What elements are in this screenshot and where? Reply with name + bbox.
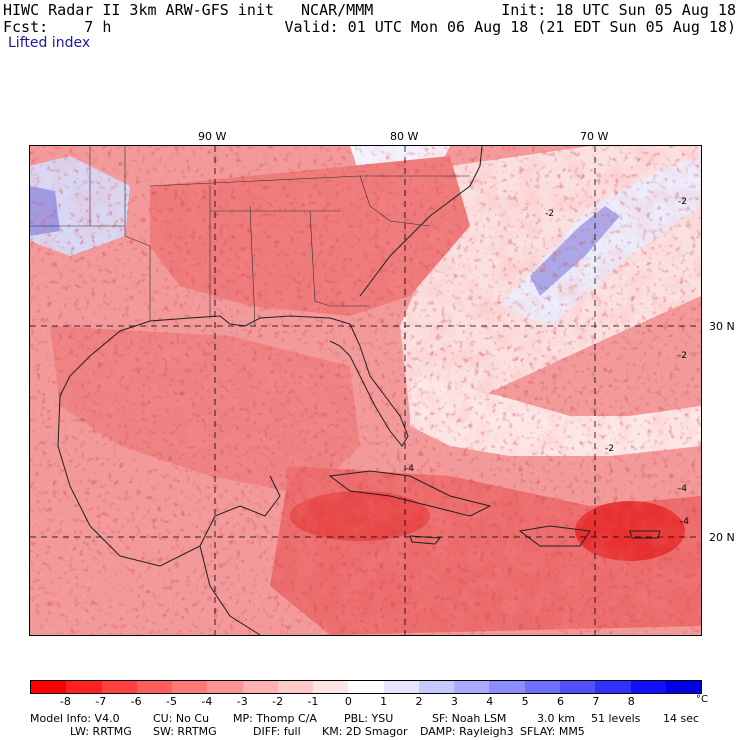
border-7	[359, 175, 431, 227]
colorbar-tick-label: 4	[486, 695, 494, 708]
colorbar-swatch	[242, 681, 278, 693]
hispaniola-outline	[518, 525, 591, 547]
colorbar-tick-label: 2	[415, 695, 423, 708]
colorbar-swatch	[454, 681, 490, 693]
colorbar-swatch	[277, 681, 314, 693]
footer-sf: SF: Noah LSM	[432, 712, 507, 725]
lat-label-20n: 20 N	[709, 531, 735, 544]
colorbar-tick-label: 3	[450, 695, 458, 708]
colorbar-tick-label: -1	[307, 695, 319, 708]
colorbar-swatch	[31, 681, 67, 693]
contour-label: -4	[680, 517, 689, 527]
graticule	[30, 146, 701, 635]
colorbar-swatch	[595, 681, 631, 693]
contour-label: -4	[678, 484, 687, 494]
contour-label: -2	[605, 444, 614, 454]
colorbar-swatch	[383, 681, 419, 693]
footer-model-info: Model Info: V4.0	[30, 712, 120, 725]
footer-km: KM: 2D Smagor	[322, 725, 408, 738]
colorbar-tick-label: 5	[521, 695, 529, 708]
border-5	[309, 210, 370, 307]
colorbar	[30, 680, 702, 694]
colorbar-swatch	[207, 681, 243, 693]
footer-cu: CU: No Cu	[153, 712, 210, 725]
footer-lw: LW: RRTMG	[70, 725, 132, 738]
colorbar-swatch	[418, 681, 455, 693]
contour-label: -2	[678, 351, 687, 361]
colorbar-swatch	[313, 681, 349, 693]
border-4	[249, 205, 256, 327]
colorbar-swatch	[172, 681, 208, 693]
footer-damp: DAMP: Rayleigh3	[420, 725, 514, 738]
mexico-coast-line	[57, 395, 281, 567]
colorbar-tick-label: 7	[592, 695, 600, 708]
footer-pbl: PBL: YSU	[344, 712, 394, 725]
colorbar-swatch	[630, 681, 666, 693]
colorbar-tick-label: -6	[130, 695, 142, 708]
colorbar-swatch	[136, 681, 173, 693]
footer-timestep: 14 sec	[663, 712, 700, 725]
contour-label: -4	[405, 464, 414, 474]
cuba-outline	[328, 470, 492, 517]
colorbar-tick-label: 0	[344, 695, 352, 708]
colorbar-tick-label: -3	[236, 695, 248, 708]
colorbar-tick-label: -4	[201, 695, 213, 708]
colorbar-swatch	[101, 681, 137, 693]
field-name: Lifted index	[8, 35, 91, 51]
lon-label-80w: 80 W	[390, 130, 419, 143]
central-america-coast	[199, 545, 261, 635]
atlantic-coast-line	[359, 146, 483, 297]
footer-levels: 51 levels	[591, 712, 641, 725]
lon-label-70w: 70 W	[580, 130, 609, 143]
forecast-hour: Fcst: 7 h	[3, 18, 112, 36]
colorbar-swatch	[348, 681, 384, 693]
footer-resolution: 3.0 km	[537, 712, 576, 725]
colorbar-swatch	[524, 681, 560, 693]
colorbar-tick-label: -2	[272, 695, 284, 708]
colorbar-tick-label: -7	[95, 695, 107, 708]
lifted-index-map: -2 -2 -2 -2 -4 -4 -4	[29, 145, 702, 636]
lon-label-90w: 90 W	[198, 130, 227, 143]
colorbar-swatch	[665, 681, 702, 693]
footer-sw: SW: RRTMG	[153, 725, 217, 738]
colorbar-tick-label: -8	[59, 695, 71, 708]
colorbar-swatch	[559, 681, 596, 693]
map-svg: -2 -2 -2 -2 -4 -4 -4	[30, 146, 701, 635]
contour-label: -2	[678, 197, 687, 207]
model-title: HIWC Radar II 3km ARW-GFS init NCAR/MMM	[3, 1, 374, 19]
border-1	[124, 146, 151, 247]
contour-speckle	[30, 146, 701, 635]
lat-label-30n: 30 N	[709, 320, 735, 333]
puerto-rico-outline	[629, 530, 661, 539]
contour-label: -2	[545, 209, 554, 219]
colorbar-swatch	[66, 681, 102, 693]
footer-mp: MP: Thomp C/A	[233, 712, 317, 725]
colorbar-tick-label: 1	[380, 695, 388, 708]
valid-time: Valid: 01 UTC Mon 06 Aug 18 (21 EDT Sun …	[284, 18, 736, 36]
init-time: Init: 18 UTC Sun 05 Aug 18	[501, 1, 736, 19]
footer-diff: DIFF: full	[253, 725, 301, 738]
colorbar-unit: °C	[696, 694, 708, 705]
state-borders	[30, 146, 470, 327]
colorbar-tick-label: 6	[557, 695, 565, 708]
colorbar-swatch	[489, 681, 525, 693]
colorbar-tick-label: -5	[165, 695, 177, 708]
colorbar-tick-label: 8	[627, 695, 635, 708]
footer-sflay: SFLAY: MM5	[520, 725, 585, 738]
